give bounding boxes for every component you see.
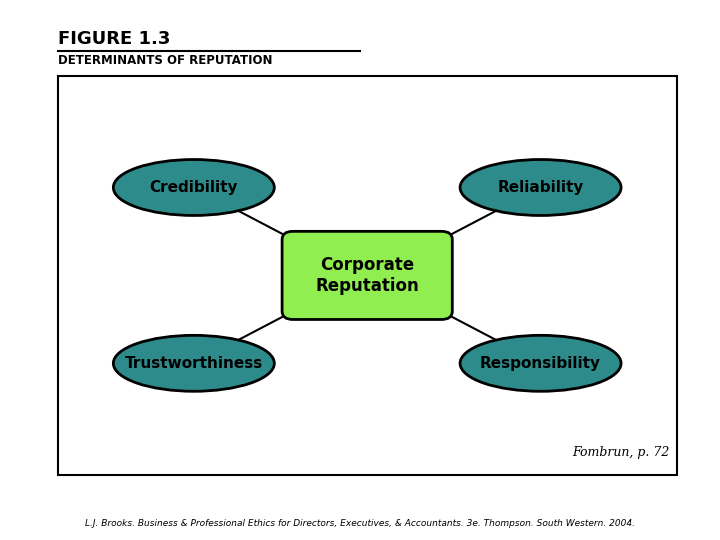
Text: FIGURE 1.3: FIGURE 1.3 (58, 30, 170, 48)
FancyBboxPatch shape (58, 76, 677, 475)
FancyBboxPatch shape (282, 231, 452, 320)
Ellipse shape (113, 335, 274, 391)
Text: Trustworthiness: Trustworthiness (125, 356, 263, 371)
Text: Corporate
Reputation: Corporate Reputation (315, 256, 419, 295)
Text: Fombrun, p. 72: Fombrun, p. 72 (572, 446, 670, 459)
Text: L.J. Brooks. Business & Professional Ethics for Directors, Executives, & Account: L.J. Brooks. Business & Professional Eth… (85, 519, 635, 528)
Text: Responsibility: Responsibility (480, 356, 601, 371)
Text: Reliability: Reliability (498, 180, 584, 195)
Text: DETERMINANTS OF REPUTATION: DETERMINANTS OF REPUTATION (58, 54, 272, 67)
Ellipse shape (460, 335, 621, 391)
Ellipse shape (113, 159, 274, 215)
Ellipse shape (460, 159, 621, 215)
Text: Credibility: Credibility (150, 180, 238, 195)
